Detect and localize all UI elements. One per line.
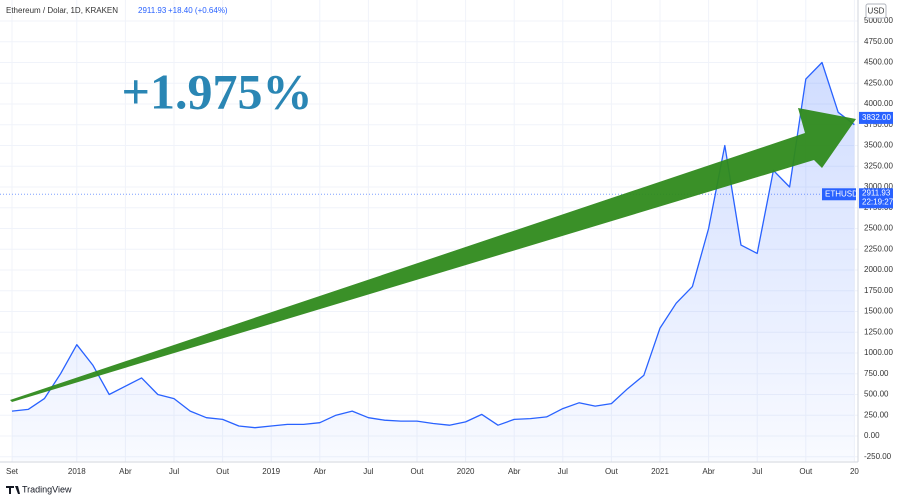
y-tick-label: 2500.00 xyxy=(864,224,893,233)
x-tick-label: Abr xyxy=(314,467,327,476)
y-tick-label: 4750.00 xyxy=(864,37,893,46)
brand-logo xyxy=(6,486,20,494)
close-price-tag xyxy=(859,188,893,209)
y-tick-label: 0.00 xyxy=(864,431,880,440)
currency: USD xyxy=(868,7,885,16)
symbol-label: ETHUSD xyxy=(825,189,858,198)
x-tick-label: 2021 xyxy=(651,467,669,476)
y-tick-label: 250.00 xyxy=(864,410,889,419)
trend-arrow xyxy=(10,108,856,402)
y-tick-label: 4000.00 xyxy=(864,99,893,108)
y-tick-label: 3500.00 xyxy=(864,141,893,150)
x-tick-label: Out xyxy=(411,467,425,476)
x-tick-label: 2019 xyxy=(262,467,280,476)
y-tick-label: 3000.00 xyxy=(864,182,893,191)
y-tick-label: 4500.00 xyxy=(864,58,893,67)
y-tick-label: 4250.00 xyxy=(864,78,893,87)
x-tick-label: Jul xyxy=(558,467,568,476)
x-tick-label: Jul xyxy=(752,467,762,476)
y-tick-label: 750.00 xyxy=(864,369,889,378)
x-tick-label: Set xyxy=(6,467,19,476)
y-tick-label: 1250.00 xyxy=(864,327,893,336)
x-tick-label: Out xyxy=(799,467,813,476)
area-layer xyxy=(11,61,855,461)
close-price-label: 2911.93 xyxy=(862,188,891,197)
y-tick-label: 2000.00 xyxy=(864,265,893,274)
y-tick-label: -250.00 xyxy=(864,452,892,461)
y-tick-label: 3750.00 xyxy=(864,120,893,129)
axis-layer: -250.00 0.00 250.00 500.00 750.00 1000.00 1250… xyxy=(6,16,893,476)
x-tick-label: 2018 xyxy=(68,467,86,476)
x-tick-label: Out xyxy=(605,467,619,476)
last-price-label: 3832.00 xyxy=(862,113,891,122)
y-tick-label: 1500.00 xyxy=(864,307,893,316)
header-change: +18.40 (+0.64%) xyxy=(168,6,228,15)
area xyxy=(12,62,855,461)
x-tick-label: Out xyxy=(216,467,230,476)
currency-box xyxy=(865,3,887,19)
x-tick-label: Abr xyxy=(702,467,715,476)
y-tick-label: 2250.00 xyxy=(864,244,893,253)
y-tick-label: 3250.00 xyxy=(864,161,893,170)
annotation: +1.975% xyxy=(122,63,313,119)
x-tick-label: Jul xyxy=(363,467,373,476)
x-tick-label: Jul xyxy=(169,467,179,476)
brand: TradingView xyxy=(22,484,72,494)
y-tick-label: 5000.00 xyxy=(864,16,893,25)
y-tick-label: 1000.00 xyxy=(864,348,893,357)
y-tick-label: 500.00 xyxy=(864,390,889,399)
countdown: 22:19:27 xyxy=(862,197,894,206)
x-tick-label: Abr xyxy=(119,467,132,476)
price-line xyxy=(11,61,855,429)
y-tick-label: 1750.00 xyxy=(864,286,893,295)
header-price: 2911.93 xyxy=(138,6,167,15)
x-tick-label: 20 xyxy=(850,467,859,476)
x-tick-label: 2020 xyxy=(457,467,475,476)
last-price-tag xyxy=(859,111,893,124)
symbol-tag xyxy=(822,188,856,201)
header-symbol: Ethereum / Dolar, 1D, KRAKEN xyxy=(6,6,118,15)
x-tick-label: Abr xyxy=(508,467,521,476)
